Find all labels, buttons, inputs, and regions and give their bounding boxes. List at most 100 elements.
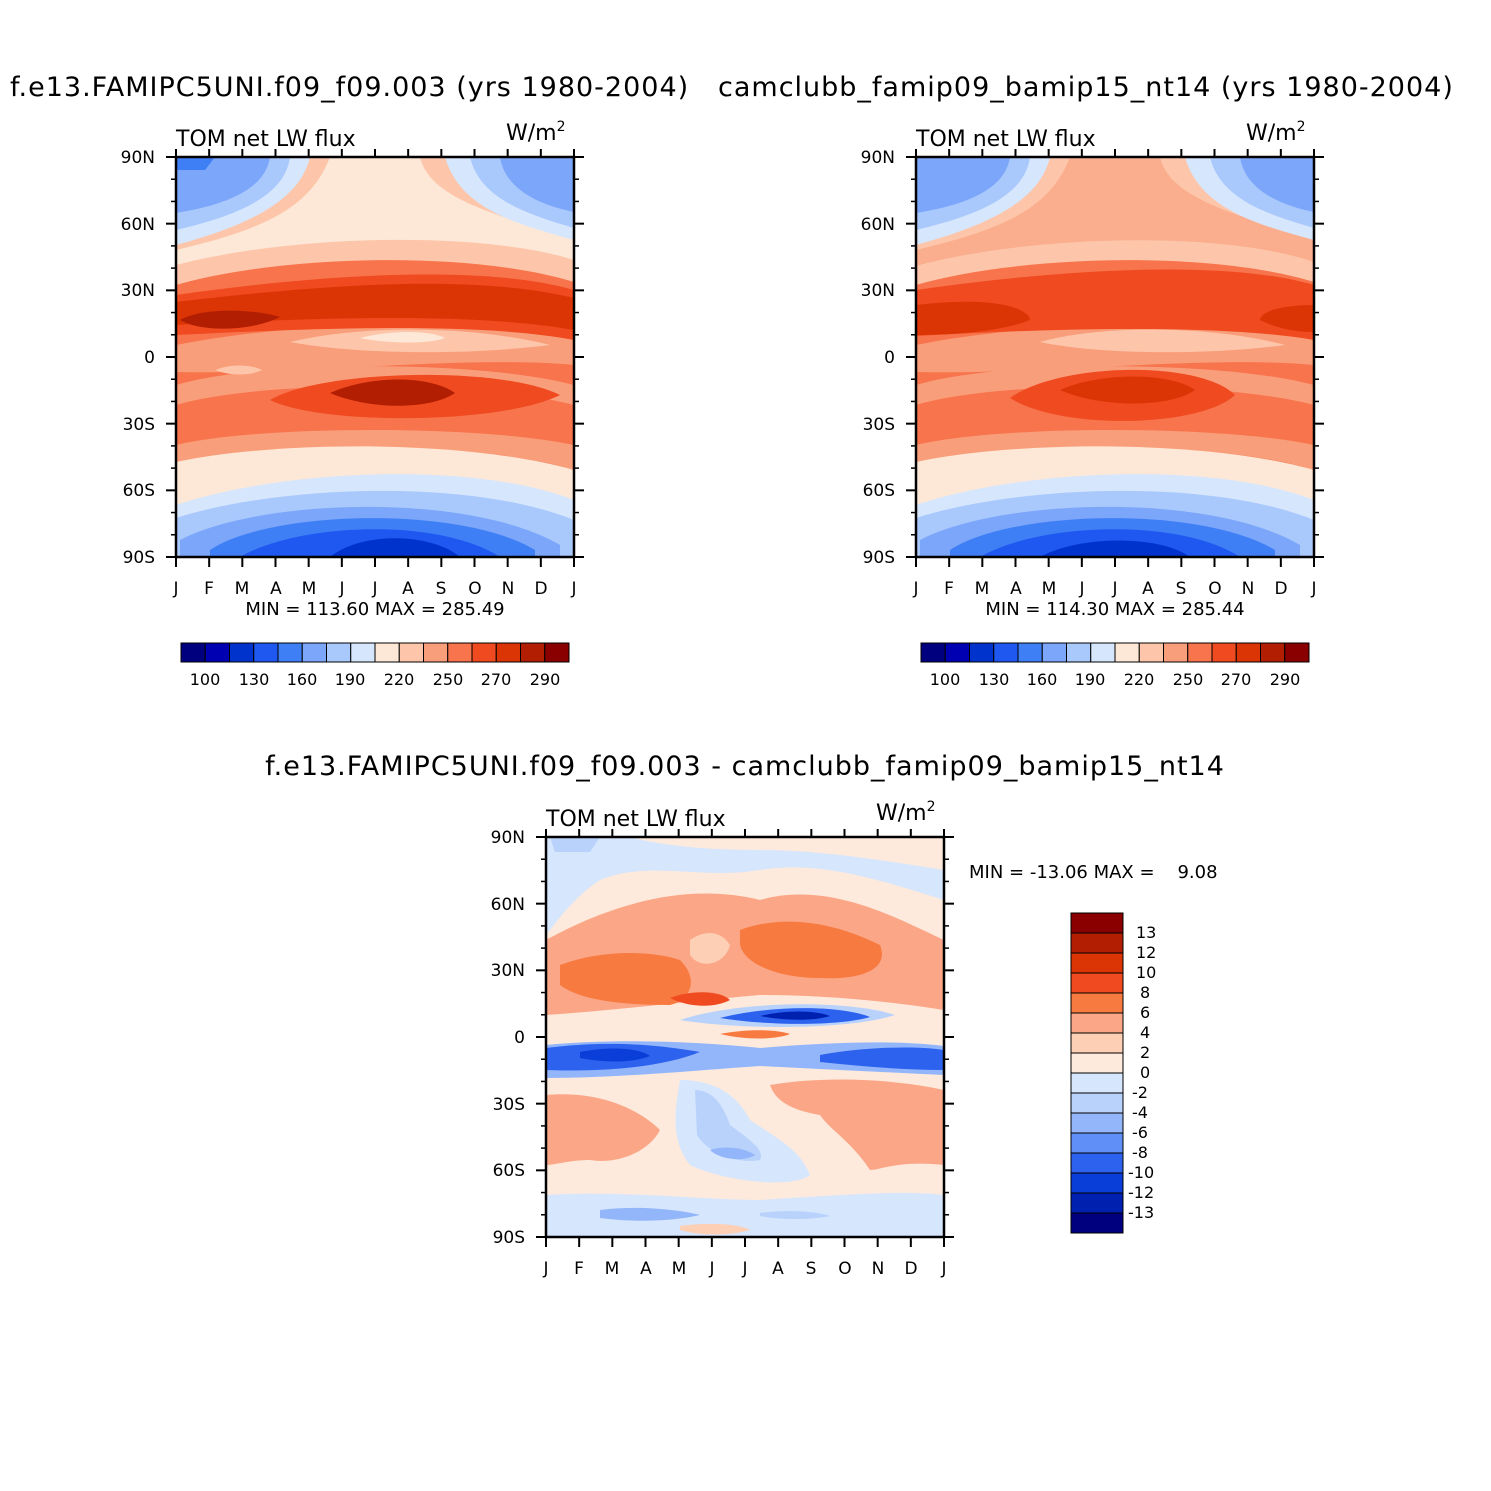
panel-3-contour-band bbox=[710, 1147, 755, 1160]
panel-2-x-tick-label: A bbox=[1010, 579, 1022, 599]
panel-3-colorbar-label: 2 bbox=[1140, 1043, 1150, 1062]
panel-1-colorbar: 100 130 160 190 220 250 270 290 bbox=[180, 642, 570, 689]
panel-3-contour-band bbox=[740, 921, 882, 979]
panel-3-colorbar-label: -4 bbox=[1132, 1103, 1148, 1122]
panel-3-contour-band bbox=[770, 1079, 944, 1170]
panel-2-colorbar-swatch bbox=[1284, 642, 1310, 663]
panel-1-contour-band bbox=[176, 157, 215, 170]
panel-2-y-tick-label: 0 bbox=[884, 348, 895, 368]
panel-3-contour-band bbox=[580, 1048, 650, 1062]
panel-1-x-tick-label: F bbox=[204, 579, 214, 599]
panel-1-colorbar-swatch bbox=[180, 642, 206, 663]
panel-1-colorbar-swatch bbox=[520, 642, 546, 663]
panel-3-colorbar-label: 6 bbox=[1140, 1003, 1150, 1022]
panel-3-y-tick-label: 90N bbox=[491, 828, 525, 848]
panel-3-colorbar-label: 4 bbox=[1140, 1023, 1150, 1042]
panel-2-x-tick-label: J bbox=[1310, 579, 1316, 599]
panel-3-contour-band bbox=[546, 837, 944, 935]
panel-3-colorbar-label: -2 bbox=[1132, 1083, 1148, 1102]
panel-1-x-tick-label: S bbox=[436, 579, 447, 599]
panel-3-y-tick-label: 0 bbox=[514, 1028, 525, 1048]
panel-3-colorbar-swatch bbox=[1070, 1212, 1124, 1234]
panel-2-contour-field bbox=[916, 157, 1314, 557]
panel-2-colorbar-swatch bbox=[1260, 642, 1286, 663]
panel-2-min-max-stats: MIN = 114.30 MAX = 285.44 bbox=[985, 599, 1244, 620]
panel-1-contour-band bbox=[176, 157, 270, 213]
panel-2-colorbar-label: 250 bbox=[1173, 670, 1204, 689]
panel-1-x-tick-label: A bbox=[270, 579, 282, 599]
panel-2-x-tick-label: F bbox=[944, 579, 954, 599]
panel-2-x-tick-label: O bbox=[1208, 579, 1221, 599]
panel-2-x-tick-label: S bbox=[1176, 579, 1187, 599]
panel-1-y-tick-label: 60N bbox=[121, 215, 155, 235]
panel-1-colorbar-label: 130 bbox=[239, 670, 270, 689]
panel-1-colorbar-swatch bbox=[544, 642, 570, 663]
panel-1-title: f.e13.FAMIPC5UNI.f09_f09.003 (yrs 1980-2… bbox=[10, 72, 689, 103]
panel-2-colorbar-swatch bbox=[993, 642, 1019, 663]
panel-1-colorbar-swatch bbox=[229, 642, 255, 663]
panel-3-colorbar-swatch bbox=[1070, 1012, 1124, 1034]
panel-1-y-tick-label: 30S bbox=[123, 415, 155, 435]
panel-2-y-tick-label: 90N bbox=[861, 148, 895, 168]
panel-2-colorbar-label: 130 bbox=[979, 670, 1010, 689]
panel-3-contour-band bbox=[546, 1094, 660, 1165]
panel-2-y-tick-label: 60N bbox=[861, 215, 895, 235]
panel-3-x-tick-label: O bbox=[838, 1259, 851, 1279]
panel-1-x-tick-label: N bbox=[502, 579, 515, 599]
panel-3: f.e13.FAMIPC5UNI.f09_f09.003 - camclubb_… bbox=[265, 751, 1224, 1279]
panel-3-colorbar-label: 8 bbox=[1140, 983, 1150, 1002]
panel-2-y-tick-label: 30S bbox=[863, 415, 895, 435]
panel-2-contour-band bbox=[916, 157, 1010, 213]
panel-2-contour-band bbox=[1040, 540, 1190, 557]
panel-3-x-tick-label: J bbox=[940, 1259, 946, 1279]
panel-1-contour-band bbox=[330, 538, 460, 557]
panel-3-colorbar-swatch bbox=[1070, 952, 1124, 974]
panel-2-y-axis: 90N 60N 30N 0 30S 60S 90S bbox=[861, 148, 895, 568]
panel-2-contour-band bbox=[1260, 305, 1314, 332]
panel-2-title: camclubb_famip09_bamip15_nt14 (yrs 1980-… bbox=[718, 72, 1454, 103]
panel-3-colorbar-label: 13 bbox=[1136, 923, 1156, 942]
panel-2-colorbar-swatch bbox=[1163, 642, 1189, 663]
panel-1-colorbar-label: 290 bbox=[530, 670, 561, 689]
panel-3-x-tick-label: F bbox=[574, 1259, 584, 1279]
panel-1-x-tick-label: M bbox=[235, 579, 250, 599]
panel-2-contour-band bbox=[916, 301, 1030, 335]
panel-3-y-tick-label: 60N bbox=[491, 895, 525, 915]
panel-3-colorbar-swatch bbox=[1070, 992, 1124, 1014]
panel-2-colorbar-swatch bbox=[1138, 642, 1164, 663]
panel-2-contour-band bbox=[1060, 376, 1195, 404]
panel-3-x-axis: J F M A M J J A S O N D J bbox=[542, 1259, 946, 1279]
panel-1-contour-band bbox=[215, 365, 262, 375]
panel-1-x-tick-label: J bbox=[570, 579, 576, 599]
panel-3-y-tick-label: 30S bbox=[493, 1095, 525, 1115]
panel-2-x-axis: J F M A M J J A S O N D J bbox=[912, 579, 1316, 599]
panel-3-x-tick-label: J bbox=[708, 1259, 714, 1279]
panel-3-colorbar-swatch bbox=[1070, 1172, 1124, 1194]
panel-3-contour-band bbox=[546, 1192, 944, 1237]
panel-1-colorbar-swatch bbox=[204, 642, 230, 663]
panel-1-contour-band bbox=[330, 379, 455, 406]
panel-3-colorbar-swatch bbox=[1070, 1112, 1124, 1134]
panel-2-x-tick-label: D bbox=[1274, 579, 1287, 599]
panel-2-y-tick-label: 30N bbox=[861, 281, 895, 301]
panel-3-colorbar-swatch bbox=[1070, 1192, 1124, 1214]
panel-1-colorbar-label: 220 bbox=[384, 670, 415, 689]
panel-3-colorbar-swatch bbox=[1070, 972, 1124, 994]
panel-3-colorbar-label: 12 bbox=[1136, 943, 1156, 962]
panel-2-colorbar-label: 100 bbox=[930, 670, 961, 689]
panel-3-colorbar: 13 12 10 8 6 4 2 0 -2 -4 -6 -8 -10 -12 -… bbox=[1070, 912, 1156, 1234]
panel-3-x-tick-label: J bbox=[542, 1259, 548, 1279]
panel-3-contour-band bbox=[680, 1223, 750, 1235]
panel-1-x-tick-label: J bbox=[338, 579, 344, 599]
panel-3-min-max-stats: MIN = -13.06 MAX = 9.08 bbox=[969, 862, 1218, 883]
panel-3-colorbar-swatch bbox=[1070, 932, 1124, 954]
panel-3-contour-band bbox=[720, 1030, 790, 1039]
panel-2-colorbar-swatch bbox=[1114, 642, 1140, 663]
panel-3-y-tick-label: 90S bbox=[493, 1228, 525, 1248]
panel-2-x-tick-label: J bbox=[912, 579, 918, 599]
panel-1-contour-field bbox=[176, 157, 574, 557]
panel-1-colorbar-swatch bbox=[471, 642, 497, 663]
panel-1-x-tick-label: D bbox=[534, 579, 547, 599]
panel-3-y-axis: 90N 60N 30N 0 30S 60S 90S bbox=[491, 828, 525, 1248]
